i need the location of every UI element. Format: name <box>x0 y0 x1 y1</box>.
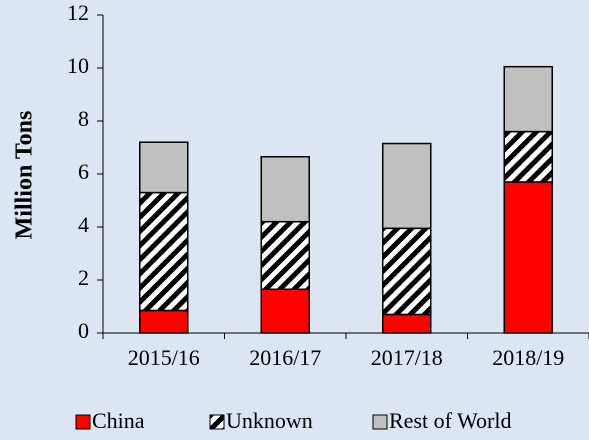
bar-segment <box>503 130 553 183</box>
legend-swatch <box>372 414 388 430</box>
x-tick-label: 2017/18 <box>371 345 443 370</box>
legend-label: China <box>92 408 145 433</box>
bar-segment <box>139 309 189 334</box>
legend-swatch <box>75 414 91 430</box>
bar-segment <box>260 156 310 223</box>
y-tick-label: 8 <box>78 106 89 131</box>
x-tick-label: 2015/16 <box>128 345 200 370</box>
bar-segment <box>260 288 310 334</box>
y-tick-label: 12 <box>67 0 89 25</box>
bar-segment <box>382 227 432 316</box>
y-axis-label: Million Tons <box>12 111 38 240</box>
bar-segment <box>382 142 432 230</box>
legend-swatch <box>209 414 225 430</box>
bar-segment <box>139 191 189 312</box>
bar-segment <box>503 181 553 334</box>
y-tick-label: 2 <box>78 265 89 290</box>
legend-label: Unknown <box>226 408 313 433</box>
y-tick-label: 10 <box>67 53 89 78</box>
bar-segment <box>382 313 432 334</box>
bar-segment <box>260 220 310 291</box>
y-tick-label: 4 <box>78 212 89 237</box>
x-tick-label: 2016/17 <box>249 345 321 370</box>
y-tick-label: 6 <box>78 159 89 184</box>
bar-segment <box>503 65 553 133</box>
y-tick-label: 0 <box>78 318 89 343</box>
x-tick-label: 2018/19 <box>492 345 564 370</box>
bar-segment <box>139 141 189 194</box>
legend-label: Rest of World <box>389 408 511 433</box>
